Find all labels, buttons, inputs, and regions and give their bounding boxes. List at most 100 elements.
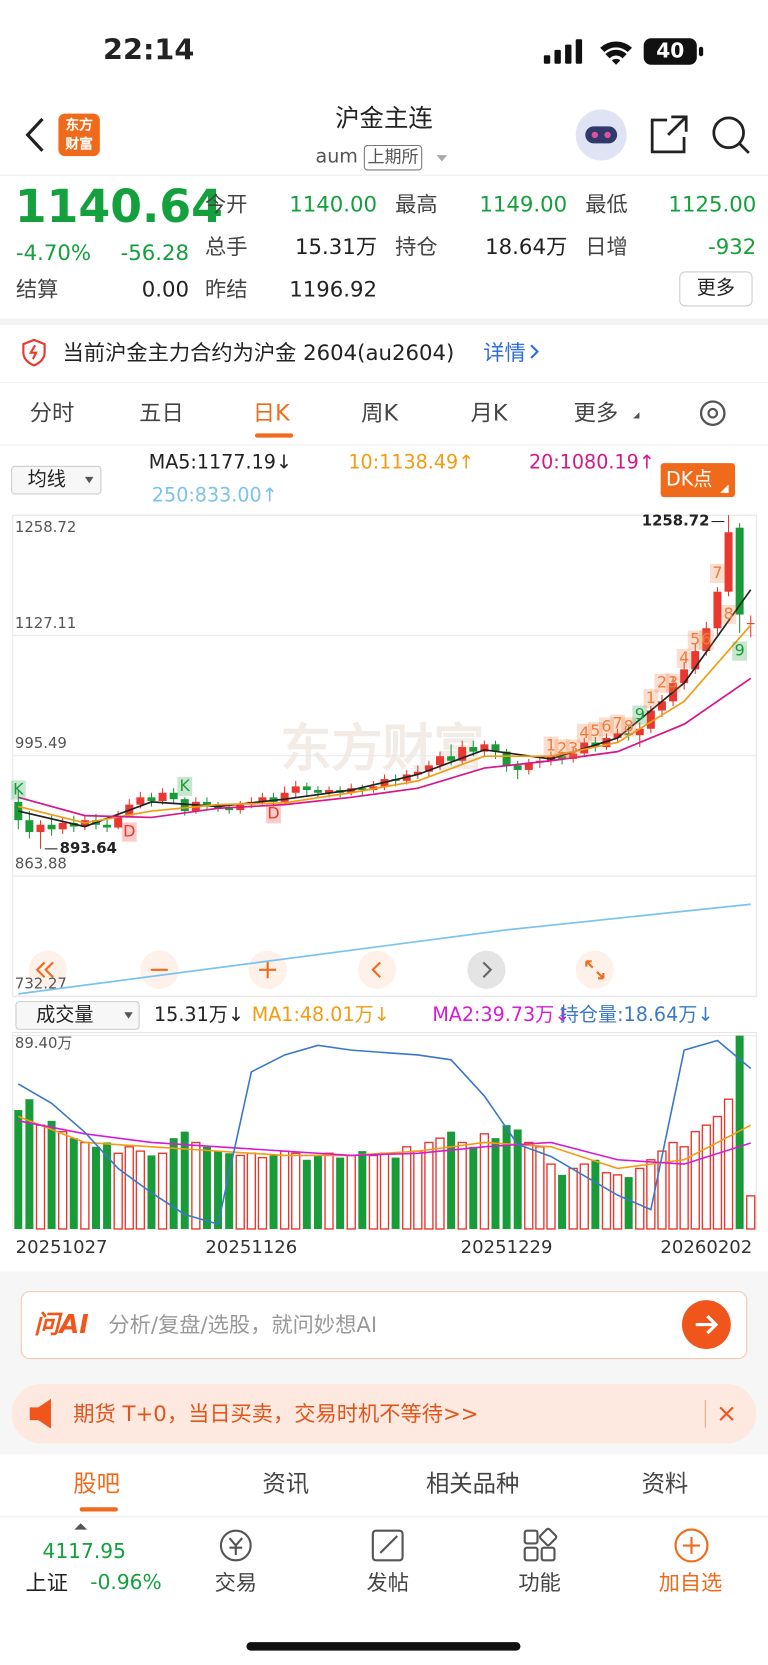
volume-bar bbox=[635, 1167, 645, 1230]
indicator-label[interactable]: 均线 bbox=[27, 468, 66, 491]
candle-body bbox=[147, 797, 156, 801]
volume-bar bbox=[157, 1152, 168, 1230]
candle-body bbox=[569, 753, 578, 759]
period-tab[interactable]: 五日 bbox=[139, 400, 184, 426]
volume-line bbox=[18, 1115, 752, 1170]
signal-label: 3 bbox=[568, 738, 578, 757]
volume-bar bbox=[35, 1124, 46, 1230]
volume-bar bbox=[135, 1150, 146, 1230]
volume-bar bbox=[723, 1098, 734, 1230]
bottom-tab[interactable]: 相关品种 bbox=[425, 1471, 520, 1498]
close-banner[interactable] bbox=[719, 1406, 734, 1421]
volume-bar bbox=[413, 1150, 423, 1230]
volume-bar bbox=[579, 1163, 589, 1230]
signal-bg bbox=[665, 673, 681, 693]
nav-label[interactable]: 发帖 bbox=[366, 1569, 409, 1596]
field-value: 1125.00 bbox=[668, 191, 757, 217]
exchange-box bbox=[363, 144, 423, 171]
notice-link[interactable]: 详情 bbox=[483, 339, 540, 367]
watermark: 东方财富 bbox=[280, 720, 484, 779]
signal-bg bbox=[632, 705, 648, 725]
volume-bar bbox=[113, 1152, 123, 1230]
volume-bar bbox=[591, 1159, 600, 1229]
signal-bg bbox=[732, 641, 748, 661]
notice-link-text[interactable]: 详情 bbox=[483, 339, 526, 366]
signal-label: 2 bbox=[557, 738, 567, 757]
volume-bar bbox=[69, 1138, 78, 1229]
period-tab[interactable]: 更多 bbox=[573, 400, 619, 426]
nav-label[interactable]: 加自选 bbox=[658, 1569, 723, 1596]
candle-body bbox=[291, 786, 300, 793]
settings-button[interactable] bbox=[699, 400, 726, 427]
signal-bg bbox=[10, 780, 26, 800]
more-button[interactable] bbox=[679, 271, 753, 307]
candle-body bbox=[202, 801, 211, 807]
signal-bg bbox=[576, 723, 592, 743]
signal-label: D bbox=[123, 822, 135, 841]
chart-controls[interactable] bbox=[28, 950, 614, 989]
volume-bar bbox=[558, 1174, 567, 1229]
candle-body bbox=[225, 808, 234, 811]
candle-body bbox=[103, 824, 112, 828]
volume-select-label[interactable]: 成交量 bbox=[36, 1003, 94, 1027]
signal-bg bbox=[698, 630, 714, 650]
candle-body bbox=[491, 744, 500, 752]
candle-body bbox=[14, 801, 23, 821]
signal-label: 8 bbox=[624, 716, 634, 735]
volume-bar bbox=[679, 1146, 689, 1230]
ma-label: 10:1138.49↑ bbox=[348, 451, 474, 474]
index-change[interactable]: -0.96% bbox=[90, 1570, 162, 1595]
field-value: 1149.00 bbox=[479, 191, 568, 217]
period-tab[interactable]: 分时 bbox=[29, 400, 75, 426]
index-value[interactable]: 4117.95 bbox=[42, 1540, 126, 1564]
volume-bar bbox=[701, 1124, 712, 1230]
search-button[interactable] bbox=[712, 116, 745, 150]
candle-body bbox=[691, 651, 700, 670]
ai-placeholder[interactable]: 分析/复盘/选股，就问妙想AI bbox=[108, 1311, 378, 1338]
field-label: 今开 bbox=[205, 191, 248, 217]
field-label: 昨结 bbox=[205, 276, 248, 302]
volume-bar bbox=[568, 1167, 578, 1230]
signal-label: 4 bbox=[679, 648, 689, 667]
volume-bar bbox=[712, 1115, 723, 1230]
volume-bar bbox=[302, 1159, 311, 1229]
field-value: 18.64万 bbox=[485, 233, 568, 260]
signal-bg bbox=[654, 673, 670, 693]
volume-bar bbox=[735, 1035, 744, 1229]
field-label: 日增 bbox=[585, 233, 628, 260]
candle-body bbox=[480, 744, 489, 752]
volume-bar bbox=[14, 1110, 23, 1229]
ma-label: 20:1080.19↑ bbox=[529, 451, 655, 474]
bottom-tab[interactable]: 股吧 bbox=[73, 1471, 121, 1498]
volume-bar bbox=[358, 1151, 367, 1229]
signal-bg bbox=[710, 563, 725, 583]
indicator-select[interactable] bbox=[11, 465, 102, 495]
banner-text[interactable]: 期货 T+0，当日买卖，交易时机不等待>> bbox=[73, 1401, 479, 1427]
change: -56.28 bbox=[120, 240, 190, 266]
volume-bar bbox=[469, 1146, 478, 1229]
more-label[interactable]: 更多 bbox=[696, 277, 736, 300]
dk-label[interactable]: DK点 bbox=[665, 468, 713, 491]
nav-icons[interactable] bbox=[219, 1527, 709, 1563]
volume-select[interactable] bbox=[15, 1001, 140, 1030]
banner[interactable] bbox=[11, 1384, 757, 1444]
share-button[interactable] bbox=[650, 115, 688, 154]
nav-label[interactable]: 功能 bbox=[518, 1569, 561, 1596]
bottom-tab[interactable]: 资料 bbox=[641, 1471, 689, 1498]
dk-button[interactable] bbox=[660, 463, 736, 498]
bottom-tab[interactable]: 资讯 bbox=[262, 1471, 310, 1498]
clock: 22:14 bbox=[103, 33, 195, 67]
period-tab[interactable]: 日K bbox=[252, 400, 290, 426]
period-tab[interactable]: 周K bbox=[361, 400, 399, 426]
candle-body bbox=[635, 728, 644, 736]
volume-bar bbox=[491, 1138, 500, 1229]
signal-bg bbox=[177, 776, 193, 796]
period-tab[interactable]: 月K bbox=[470, 400, 508, 426]
ai-input[interactable] bbox=[20, 1291, 748, 1360]
nav-label[interactable]: 交易 bbox=[214, 1569, 258, 1596]
back-button[interactable] bbox=[25, 117, 44, 152]
signal-label: 9 bbox=[635, 705, 645, 724]
volume-bar bbox=[447, 1131, 456, 1229]
candle-body bbox=[657, 701, 666, 711]
index-name[interactable]: 上证 bbox=[25, 1569, 68, 1596]
